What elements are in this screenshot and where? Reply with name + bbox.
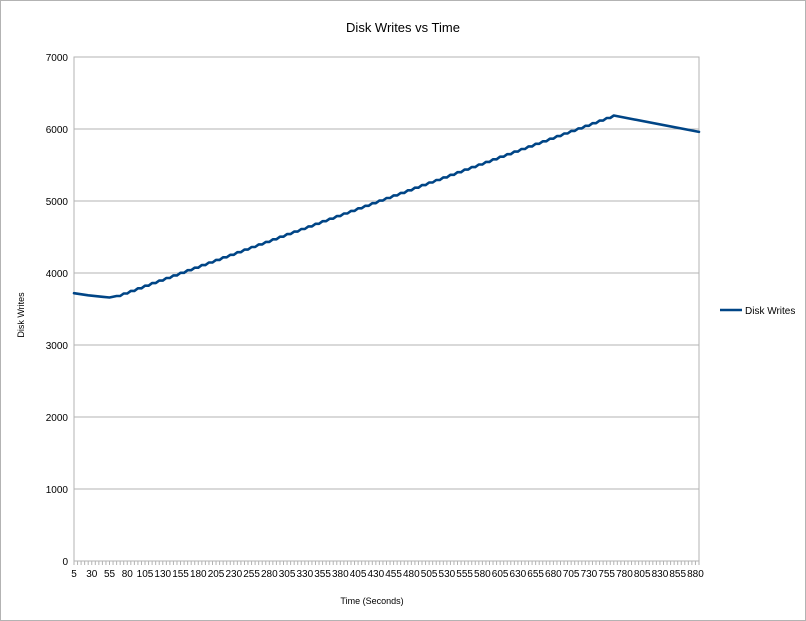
x-tick-label-80: 80 [122, 569, 134, 580]
x-tick-label-630: 630 [510, 569, 527, 580]
series-line-disk-writes [72, 114, 701, 299]
x-tick-label-730: 730 [581, 569, 598, 580]
y-axis-label: Disk Writes [16, 292, 26, 338]
chart-title: Disk Writes vs Time [346, 20, 460, 35]
x-tick-label-705: 705 [563, 569, 580, 580]
y-tick-label-0: 0 [62, 557, 68, 568]
x-axis-label: Time (Seconds) [340, 596, 403, 606]
x-tick-label-180: 180 [190, 569, 207, 580]
x-tick-label-805: 805 [634, 569, 651, 580]
x-tick-label-605: 605 [492, 569, 509, 580]
y-tick-label-4000: 4000 [46, 269, 69, 280]
x-tick-label-580: 580 [474, 569, 491, 580]
x-tick-label-105: 105 [137, 569, 154, 580]
y-tick-label-6000: 6000 [46, 125, 69, 136]
x-tick-label-205: 205 [208, 569, 225, 580]
grid-lines [74, 56, 699, 562]
y-tick-label-3000: 3000 [46, 341, 69, 352]
x-tick-label-530: 530 [439, 569, 456, 580]
x-tick-label-780: 780 [616, 569, 633, 580]
y-tick-label-1000: 1000 [46, 485, 69, 496]
x-tick-label-330: 330 [296, 569, 313, 580]
x-tick-label-405: 405 [350, 569, 367, 580]
x-tick-label-155: 155 [172, 569, 189, 580]
x-tick-label-680: 680 [545, 569, 562, 580]
y-tick-labels: 0 1000 2000 3000 4000 5000 6000 7000 [46, 53, 69, 568]
plot-area-border [73, 56, 700, 562]
x-tick-label-480: 480 [403, 569, 420, 580]
y-tick-label-7000: 7000 [46, 53, 69, 64]
x-tick-label-230: 230 [225, 569, 242, 580]
x-tick-marks [73, 561, 700, 565]
x-tick-label-55: 55 [104, 569, 116, 580]
y-tick-label-2000: 2000 [46, 413, 69, 424]
x-tick-label-655: 655 [527, 569, 544, 580]
x-tick-label-430: 430 [368, 569, 385, 580]
x-tick-label-455: 455 [385, 569, 402, 580]
legend: Disk Writes [720, 306, 795, 317]
x-tick-label-380: 380 [332, 569, 349, 580]
x-tick-label-555: 555 [456, 569, 473, 580]
x-tick-label-830: 830 [652, 569, 669, 580]
x-tick-label-255: 255 [243, 569, 260, 580]
x-tick-label-280: 280 [261, 569, 278, 580]
x-tick-label-355: 355 [314, 569, 331, 580]
x-tick-label-30: 30 [86, 569, 98, 580]
legend-label: Disk Writes [745, 306, 795, 317]
x-tick-label-505: 505 [421, 569, 438, 580]
x-tick-label-305: 305 [279, 569, 296, 580]
x-tick-label-130: 130 [154, 569, 171, 580]
x-tick-labels: 5 30 55 80 105 130 155 180 205 230 255 280 305 330 355… [71, 569, 704, 580]
x-tick-label-5: 5 [71, 569, 77, 580]
x-tick-label-855: 855 [669, 569, 686, 580]
x-tick-label-755: 755 [598, 569, 615, 580]
x-tick-label-880: 880 [687, 569, 704, 580]
y-tick-label-5000: 5000 [46, 197, 69, 208]
